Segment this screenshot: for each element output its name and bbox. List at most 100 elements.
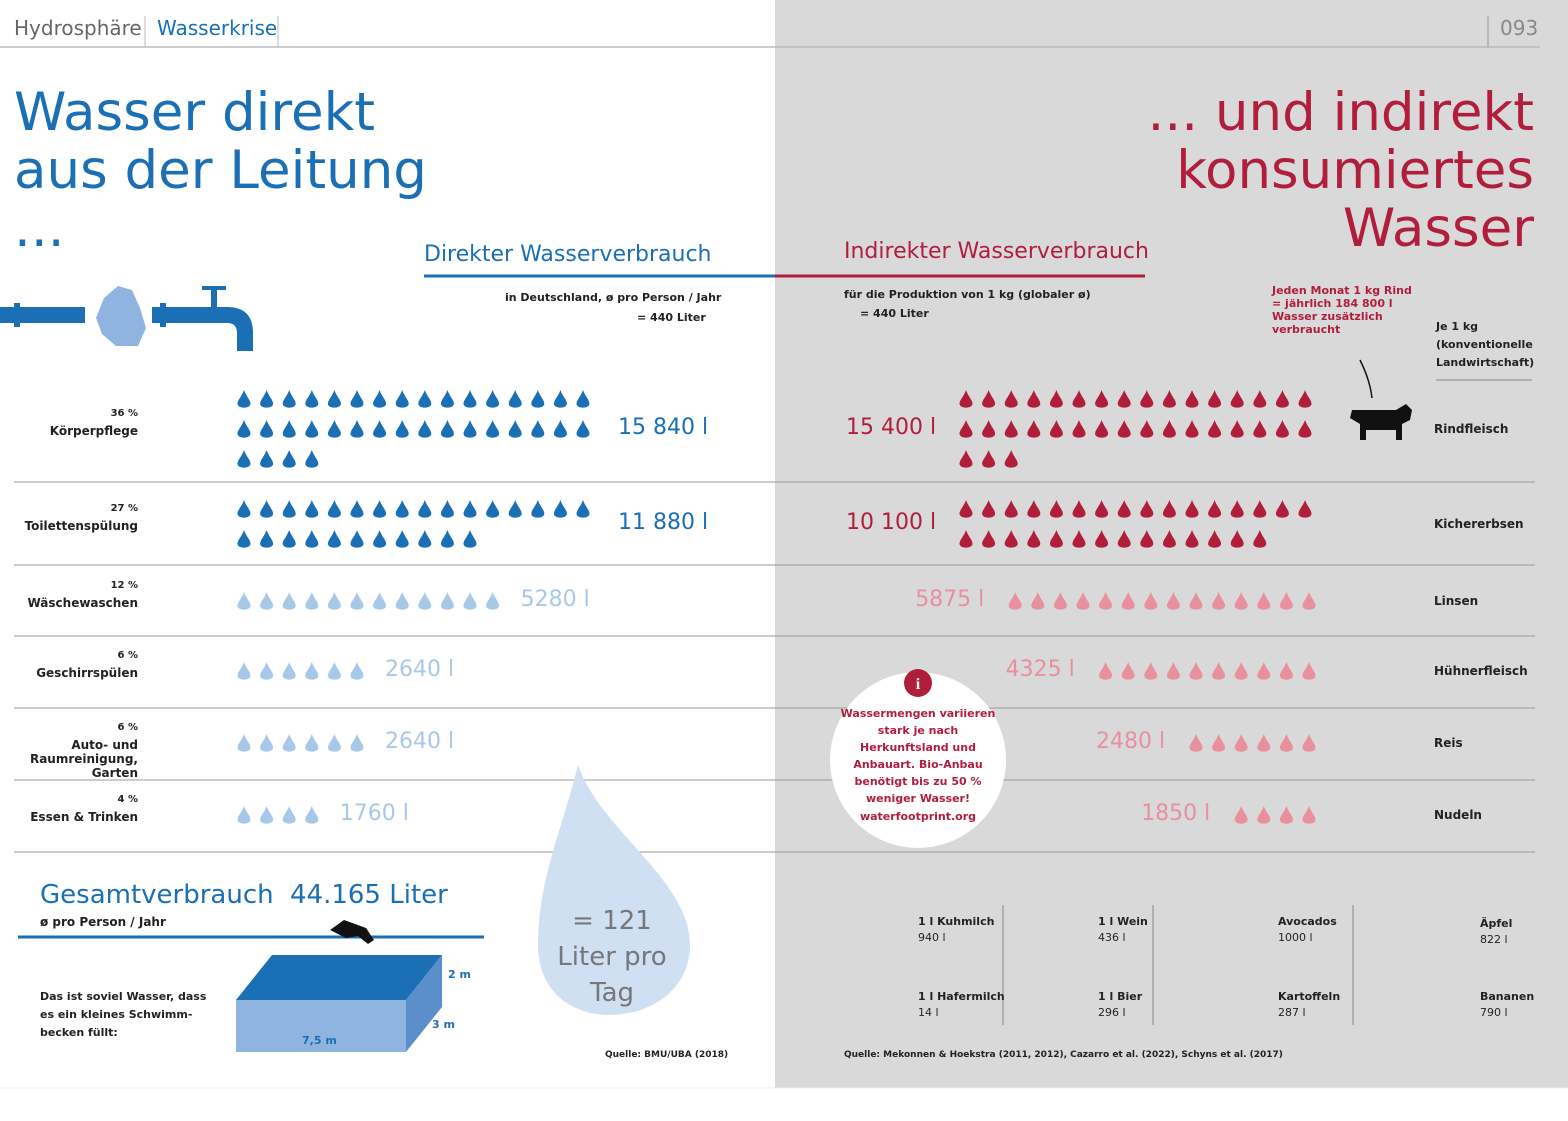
water-drop xyxy=(282,500,296,518)
water-drop xyxy=(1275,420,1289,438)
source-right: Quelle: Mekonnen & Hoekstra (2011, 2012)… xyxy=(844,1050,1283,1060)
water-drop xyxy=(1004,500,1018,518)
water-drop xyxy=(373,390,387,408)
product-value: 1000 l xyxy=(1278,931,1313,944)
water-drop xyxy=(350,734,364,752)
water-drop xyxy=(531,390,545,408)
water-drop xyxy=(508,420,522,438)
water-drop xyxy=(1230,420,1244,438)
water-drop xyxy=(982,450,996,468)
water-drop xyxy=(395,390,409,408)
water-drop xyxy=(440,592,454,610)
indirect-value: 5875 l xyxy=(915,587,985,612)
water-drop xyxy=(1279,592,1293,610)
direct-value: 5280 l xyxy=(520,587,590,612)
water-drop xyxy=(260,806,274,824)
water-drop xyxy=(237,734,251,752)
water-drop xyxy=(1302,734,1316,752)
water-drop xyxy=(305,450,319,468)
water-drop xyxy=(373,420,387,438)
indirect-value: 2480 l xyxy=(1096,729,1166,754)
water-drop xyxy=(1208,530,1222,548)
water-drop xyxy=(1117,390,1131,408)
water-drop xyxy=(260,592,274,610)
water-drop xyxy=(305,806,319,824)
direct-value: 11 880 l xyxy=(618,510,709,535)
water-drop xyxy=(553,420,567,438)
water-drop xyxy=(1095,390,1109,408)
water-drop xyxy=(282,420,296,438)
water-drop xyxy=(1095,530,1109,548)
indirect-legend: = 440 Liter xyxy=(860,307,929,320)
info-icon xyxy=(904,669,932,697)
pool-width: 7,5 m xyxy=(302,1034,337,1047)
title-left: Wasser direkt aus der Leitung ... xyxy=(14,82,427,259)
product-name: Avocados xyxy=(1278,915,1337,928)
water-drop xyxy=(1004,530,1018,548)
water-drop xyxy=(1121,662,1135,680)
water-drop xyxy=(440,500,454,518)
direct-value: 2640 l xyxy=(385,729,455,754)
water-drop xyxy=(1298,390,1312,408)
direct-value: 2640 l xyxy=(385,657,455,682)
water-drop xyxy=(463,420,477,438)
cow-icon xyxy=(1350,404,1412,440)
water-drop xyxy=(1166,592,1180,610)
water-drop xyxy=(1208,500,1222,518)
product-value: 14 l xyxy=(918,1006,939,1019)
water-drop xyxy=(1144,592,1158,610)
info-link[interactable]: waterfootprint.org xyxy=(859,810,977,823)
water-drop xyxy=(1117,500,1131,518)
direct-value: 1760 l xyxy=(339,801,409,826)
water-drop xyxy=(282,390,296,408)
water-drop xyxy=(373,500,387,518)
info-text: Wassermengen variieren stark je nach Her… xyxy=(840,707,996,805)
water-drop xyxy=(1302,662,1316,680)
water-drop xyxy=(418,420,432,438)
product-value: 790 l xyxy=(1480,1006,1508,1019)
water-drop xyxy=(1121,592,1135,610)
water-drop xyxy=(1185,390,1199,408)
water-drop xyxy=(531,420,545,438)
water-drop xyxy=(260,500,274,518)
direct-label: Toilettenspülung xyxy=(24,519,138,533)
water-drop xyxy=(1027,500,1041,518)
direct-value: 15 840 l xyxy=(618,415,709,440)
direct-pct: 4 % xyxy=(117,794,138,805)
direct-label: Geschirrspülen xyxy=(36,666,138,680)
direct-sub: in Deutschland, ø pro Person / Jahr xyxy=(505,291,722,304)
topic-label: Wasserkrise xyxy=(157,16,278,40)
product-value: 287 l xyxy=(1278,1006,1306,1019)
direct-pct: 12 % xyxy=(110,580,138,591)
water-drop xyxy=(1189,734,1203,752)
water-drop xyxy=(237,530,251,548)
water-drop xyxy=(1279,662,1293,680)
water-drop xyxy=(395,530,409,548)
water-drop xyxy=(463,592,477,610)
indirect-label: Nudeln xyxy=(1434,808,1482,822)
water-drop xyxy=(1095,420,1109,438)
water-drop xyxy=(282,734,296,752)
water-drop xyxy=(1302,806,1316,824)
direct-label: Wäschewaschen xyxy=(27,596,138,610)
water-drop xyxy=(1185,500,1199,518)
water-drop xyxy=(531,500,545,518)
water-drop xyxy=(237,500,251,518)
water-drop xyxy=(982,530,996,548)
product-name: Bananen xyxy=(1480,990,1535,1003)
total-label: Gesamtverbrauch xyxy=(40,880,274,910)
water-drop xyxy=(305,390,319,408)
water-drop xyxy=(1230,530,1244,548)
water-drop xyxy=(576,500,590,518)
water-drop xyxy=(1004,390,1018,408)
product-name: 1 l Wein xyxy=(1098,915,1148,928)
water-drop xyxy=(553,500,567,518)
water-drop xyxy=(237,420,251,438)
water-drop xyxy=(327,734,341,752)
water-drop xyxy=(395,420,409,438)
water-drop xyxy=(282,450,296,468)
water-drop xyxy=(1257,734,1271,752)
water-drop xyxy=(1234,662,1248,680)
water-drop xyxy=(282,530,296,548)
